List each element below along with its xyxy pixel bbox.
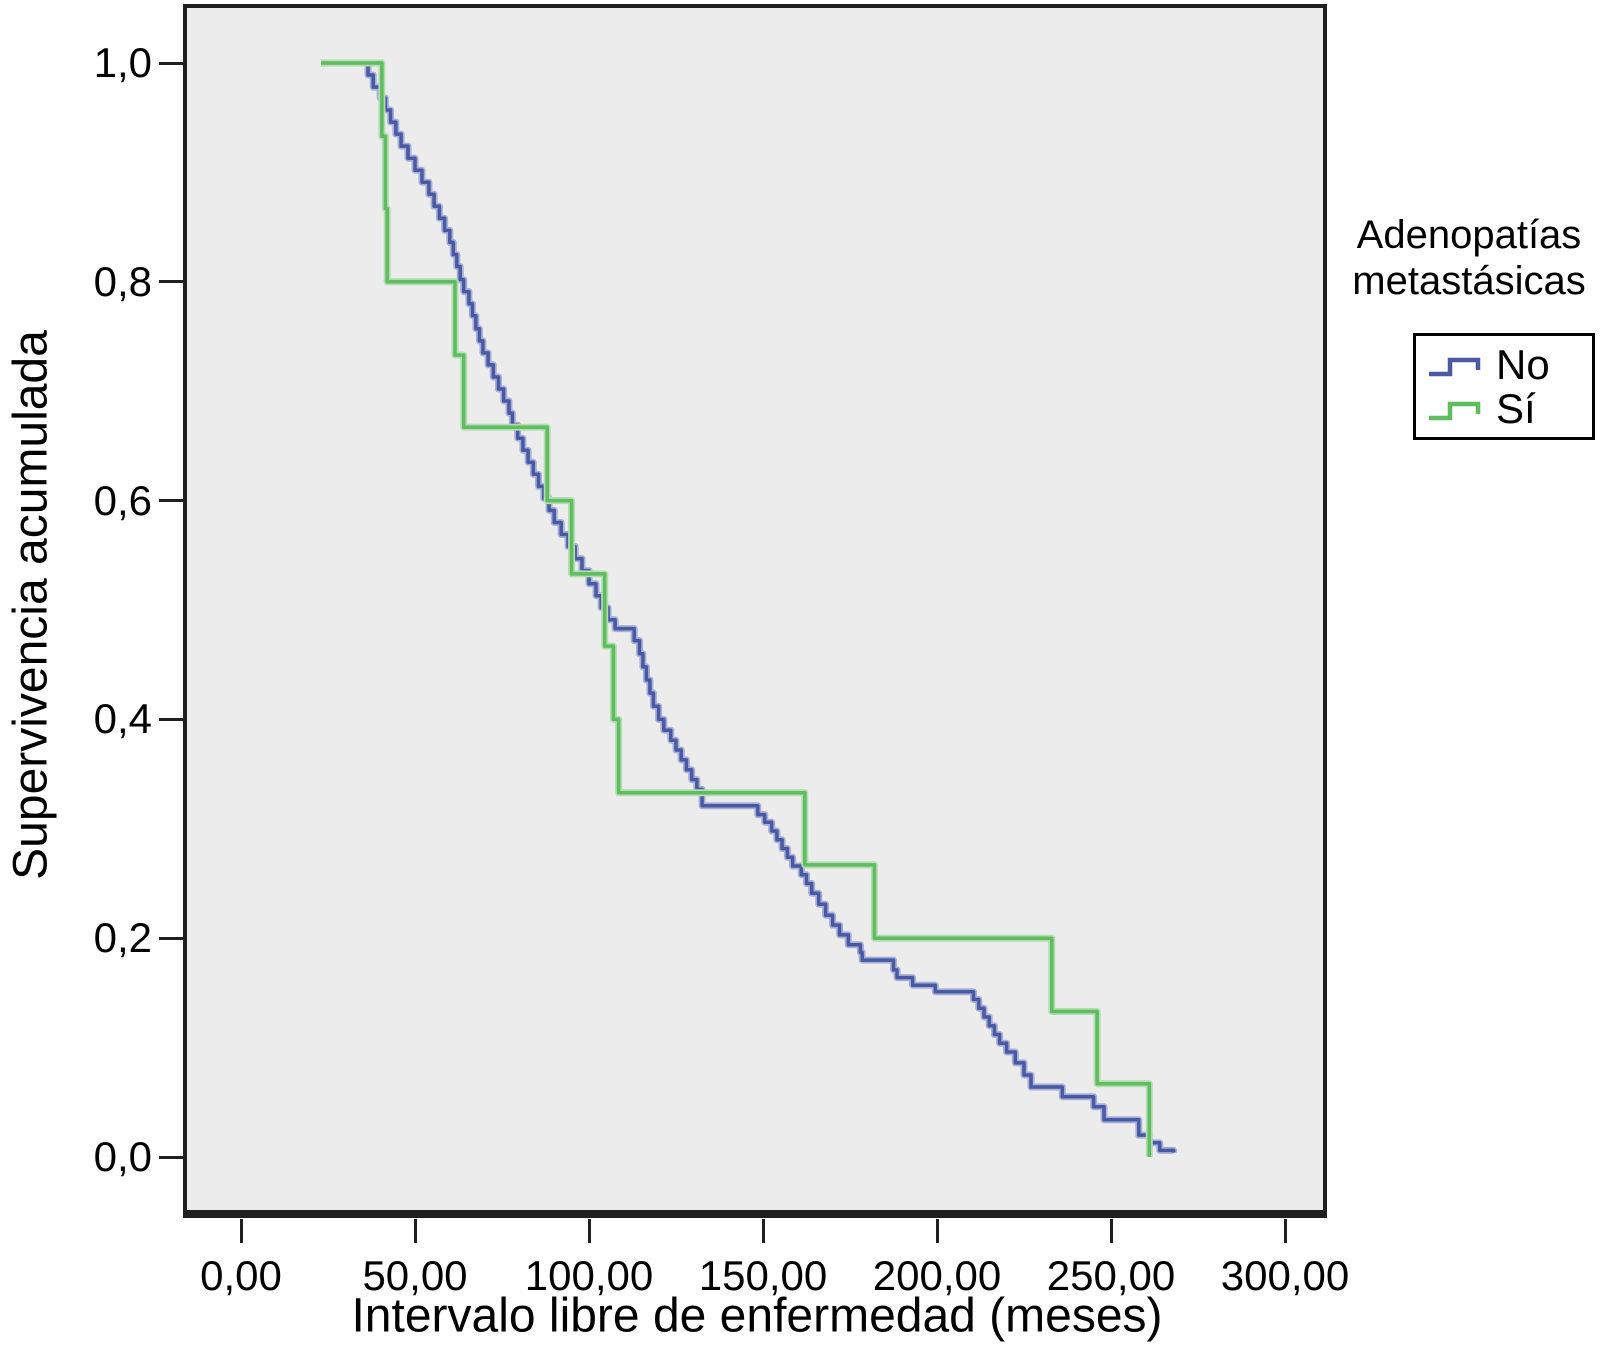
- legend-item-no: No: [1426, 340, 1592, 388]
- y-tick: [159, 280, 183, 284]
- x-tick: [935, 1219, 939, 1243]
- x-tick: [761, 1219, 765, 1243]
- x-tick-label: 250,00: [1046, 1252, 1176, 1299]
- y-tick: [159, 61, 183, 65]
- x-tick-label: 300,00: [1220, 1252, 1350, 1299]
- y-tick: [159, 936, 183, 940]
- y-axis-title: Supervivencia acumulada: [4, 330, 58, 880]
- x-tick: [1283, 1219, 1287, 1243]
- x-tick-label: 0,00: [200, 1252, 282, 1299]
- legend-title: Adenopatías metastásicas: [1352, 213, 1586, 303]
- legend-item-label: No: [1496, 340, 1550, 388]
- y-tick-label: 0,2: [93, 914, 152, 962]
- x-tick-label: 150,00: [698, 1252, 828, 1299]
- x-tick: [587, 1219, 591, 1243]
- x-tick: [239, 1219, 243, 1243]
- x-tick: [413, 1219, 417, 1243]
- y-tick-label: 0,4: [93, 695, 152, 743]
- legend-step-glyph: [1429, 401, 1481, 420]
- y-tick: [159, 1155, 183, 1159]
- plot-area: [183, 4, 1327, 1218]
- x-tick-label: 100,00: [524, 1252, 654, 1299]
- x-axis-title: Intervalo libre de enfermedad (meses): [351, 1289, 1163, 1343]
- legend-item-label: Sí: [1496, 384, 1536, 432]
- y-tick-label: 0,0: [93, 1133, 152, 1180]
- y-tick-label: 0,6: [93, 476, 152, 524]
- y-tick-label: 1,0: [93, 39, 152, 86]
- x-tick-label: 200,00: [872, 1252, 1002, 1299]
- legend: No Sí: [1413, 333, 1595, 440]
- y-tick: [159, 717, 183, 721]
- legend-item-sí: Sí: [1426, 384, 1592, 432]
- legend-step-glyph: [1429, 357, 1481, 376]
- x-tick-label: 50,00: [362, 1252, 468, 1299]
- x-tick: [1109, 1219, 1113, 1243]
- y-tick-label: 0,8: [93, 257, 152, 305]
- y-tick: [159, 499, 183, 503]
